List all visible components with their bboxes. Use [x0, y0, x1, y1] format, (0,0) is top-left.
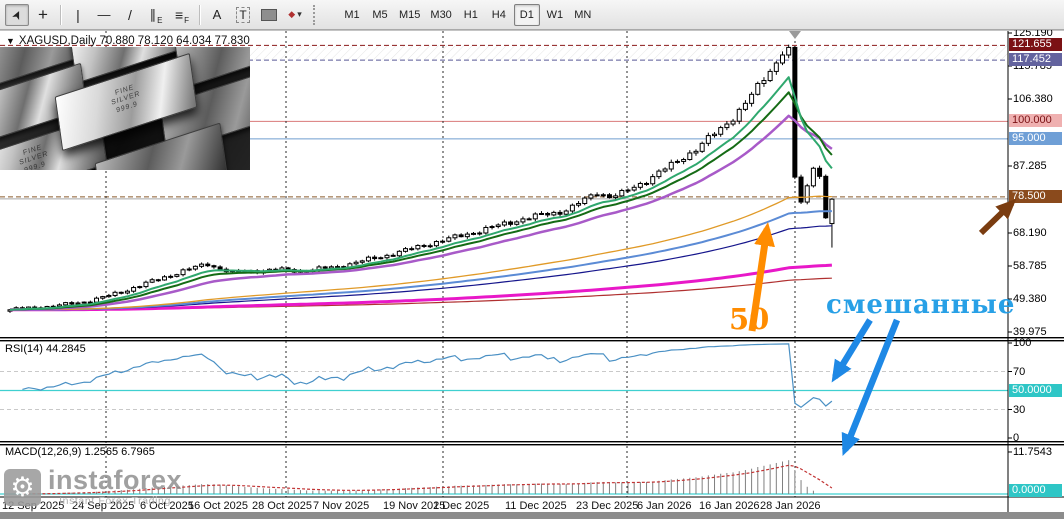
- price-tick-39.975: 39.975: [1013, 326, 1047, 338]
- toolbar-separator: [60, 4, 61, 25]
- toolbar: ➤ + | — / ∥ E ≡ F A T ◆ ▾ M1 M5 M15 M30 H1 H4 D1 W1 MN: [0, 0, 1064, 30]
- price-tick-49.380: 49.380: [1013, 293, 1047, 305]
- macd-indicator-label: MACD(12,26,9) 1.2565 6.7965: [5, 446, 155, 458]
- price-tick-87.285: 87.285: [1013, 160, 1047, 172]
- timeframe-button-d1[interactable]: D1: [513, 3, 540, 26]
- arrow-tools-tool-button[interactable]: ◆ ▾: [283, 4, 307, 26]
- toolbar-separator: [199, 4, 200, 25]
- equidistant-channel-tool-button[interactable]: ∥ E: [144, 4, 168, 26]
- silver-bars-photo: FINE SILVER 999.9 FINE SILVER 999.9: [0, 47, 250, 170]
- date-label: 28 Oct 2025: [252, 500, 312, 512]
- date-label: 6 Jan 2026: [637, 500, 692, 512]
- timeframe-button-m15[interactable]: M15: [399, 8, 421, 21]
- text-icon: A: [212, 7, 222, 22]
- text-label-icon: T: [236, 6, 250, 23]
- date-label: 24 Sep 2025: [72, 500, 135, 512]
- instaforex-logo-icon: ⚙: [4, 468, 41, 506]
- horizontal-line-icon: —: [97, 7, 111, 22]
- annotation-50: 50: [729, 302, 770, 336]
- price-badge-100.000: 100.000: [1009, 114, 1062, 128]
- date-label: 7 Nov 2025: [313, 500, 370, 512]
- rectangle-icon: [261, 8, 277, 21]
- price-badge-117.452: 117.452: [1009, 53, 1062, 67]
- vertical-line-icon: |: [76, 6, 80, 23]
- crosshair-icon: +: [38, 4, 48, 24]
- price-tick-58.785: 58.785: [1013, 260, 1047, 272]
- timeframe-button-w1[interactable]: W1: [546, 8, 564, 21]
- date-label: 28 Jan 2026: [760, 500, 821, 512]
- date-label: 16 Oct 2025: [188, 500, 248, 512]
- rsi-tick-70: 70: [1013, 365, 1026, 378]
- horizontal-line-tool-button[interactable]: —: [92, 4, 116, 26]
- timeframe-button-mn[interactable]: MN: [574, 8, 592, 21]
- rsi-line: [22, 343, 833, 409]
- rsi-tick-100: 100: [1013, 337, 1032, 349]
- timeframe-button-m5[interactable]: M5: [372, 8, 388, 21]
- trendline-icon: /: [128, 6, 132, 23]
- date-label: 1 Dec 2025: [433, 500, 490, 512]
- date-label: 6 Oct 2025: [140, 500, 194, 512]
- date-label: 23 Dec 2025: [576, 500, 639, 512]
- arrow-cursor-tool-button[interactable]: ➤: [5, 3, 29, 26]
- trendline-tool-button[interactable]: /: [118, 4, 142, 26]
- timeframe-button-h1[interactable]: H1: [463, 8, 478, 21]
- date-label: 11 Dec 2025: [505, 500, 567, 512]
- top-marker-triangle: [789, 31, 801, 39]
- text-tool-button[interactable]: A: [205, 4, 229, 26]
- annotation-mixed: смешанные: [826, 290, 1016, 320]
- price-tick-68.190: 68.190: [1013, 227, 1047, 239]
- timeframe-button-m30[interactable]: M30: [430, 8, 452, 21]
- rsi-indicator-label: RSI(14) 44.2845: [5, 343, 86, 355]
- rsi-tick-0: 0: [1013, 432, 1020, 444]
- arrow-cursor-icon: ➤: [8, 6, 26, 23]
- symbol-ohlc-text: XAGUSD,Daily 70.880 78.120 64.034 77.830: [18, 35, 250, 47]
- arrow-tools-icon: ◆: [288, 9, 296, 19]
- timeframe-button-m1[interactable]: M1: [344, 8, 360, 21]
- toolbar-grip: [313, 4, 319, 25]
- timeframe-button-h4[interactable]: H4: [491, 8, 506, 21]
- instaforex-watermark: ⚙ instaforex Instant Forex Trading: [4, 467, 182, 507]
- fibonacci-tool-button[interactable]: ≡ F: [170, 4, 194, 26]
- watermark-brand: instaforex: [48, 465, 183, 495]
- moving-averages: [9, 76, 833, 312]
- date-label: 16 Jan 2026: [699, 500, 760, 512]
- macd-tick-11.7543: 11.7543: [1013, 445, 1052, 458]
- price-tick-106.380: 106.380: [1013, 93, 1053, 105]
- macd-signal-line: [22, 464, 833, 495]
- equidistant-channel-icon: ∥: [149, 6, 157, 22]
- watermark-tagline: Instant Forex Trading: [59, 495, 171, 507]
- macd-zero-badge: 0.0000: [1009, 484, 1062, 497]
- drawing-tools-group: ➤ + | — / ∥ E ≡ F A T ◆ ▾: [4, 3, 308, 26]
- price-badge-95.000: 95.000: [1009, 131, 1062, 145]
- rsi-tick-30: 30: [1013, 403, 1026, 416]
- fibonacci-icon: ≡: [174, 6, 184, 23]
- symbol-title: ▼ XAGUSD,Daily 70.880 78.120 64.034 77.83…: [6, 35, 250, 47]
- text-label-tool-button[interactable]: T: [231, 4, 255, 26]
- crosshair-tool-button[interactable]: +: [31, 4, 55, 26]
- fibonacci-subscript: F: [184, 15, 190, 25]
- vertical-line-tool-button[interactable]: |: [66, 4, 90, 26]
- equidistant-channel-subscript: E: [157, 15, 163, 25]
- chevron-down-icon[interactable]: ▼: [6, 36, 15, 46]
- date-label: 19 Nov 2025: [383, 500, 446, 512]
- price-badge-78.500: 78.500: [1009, 189, 1062, 203]
- rsi-level-badge: 50.0000: [1009, 383, 1062, 397]
- price-badge-121.655: 121.655: [1009, 38, 1062, 52]
- rectangle-tool-button[interactable]: [257, 4, 281, 26]
- timeframe-group: M1 M5 M15 M30 H1 H4 D1 W1 MN: [338, 3, 597, 26]
- price-tick-125.190: 125.190: [1013, 27, 1053, 39]
- dropdown-caret-icon: ▾: [297, 9, 302, 19]
